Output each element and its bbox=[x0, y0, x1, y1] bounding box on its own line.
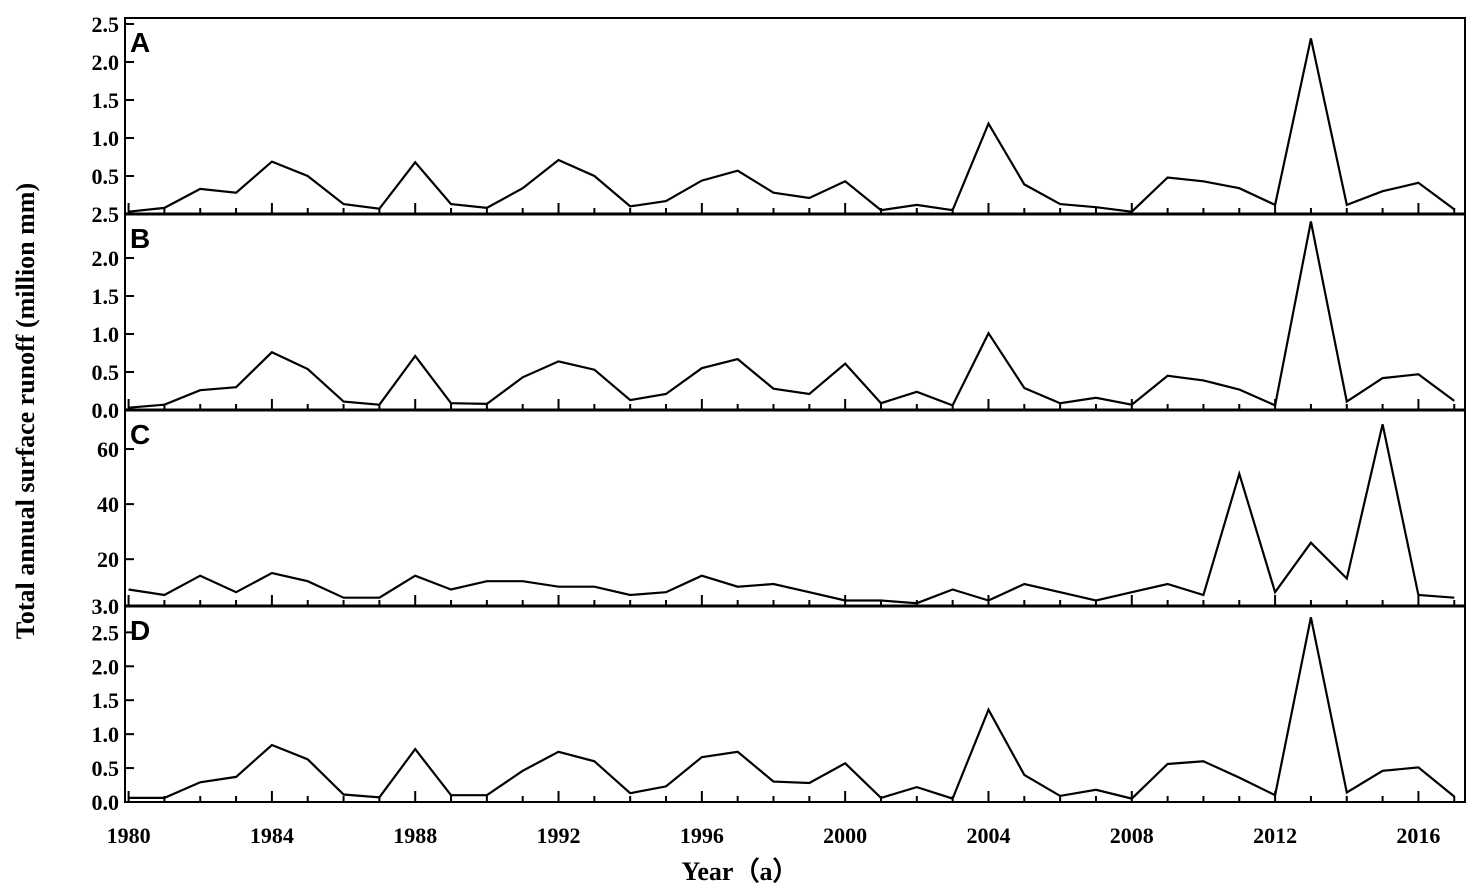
y-tick-label: 60 bbox=[97, 437, 119, 462]
panel-c: 3.0 20 40 60 C bbox=[92, 419, 1456, 619]
x-tick-label: 2016 bbox=[1396, 823, 1440, 848]
x-tick-label: 1992 bbox=[537, 823, 581, 848]
x-tick-label: 1996 bbox=[680, 823, 724, 848]
y-tick-label: 0.5 bbox=[92, 360, 120, 385]
panels-layer: 2.5 0.5 1.0 1.5 2.0 2.5 A 0.0 0.5 1.0 1.5 2.0 B 3.0 20… bbox=[92, 12, 1466, 815]
panel-label-a: A bbox=[130, 27, 150, 58]
x-tick-label: 2008 bbox=[1110, 823, 1154, 848]
series-line-d bbox=[128, 617, 1455, 800]
y-tick-label: 3.0 bbox=[92, 594, 120, 619]
y-tick-label: 1.5 bbox=[92, 284, 120, 309]
y-tick-label: 1.0 bbox=[92, 722, 120, 747]
y-tick-label: 1.5 bbox=[92, 688, 120, 713]
y-tick-label: 1.0 bbox=[92, 322, 120, 347]
y-tick-label: 1.0 bbox=[92, 126, 120, 151]
panel-label-d: D bbox=[130, 615, 150, 646]
panel-d: 0.0 0.5 1.0 1.5 2.0 2.5 D bbox=[92, 615, 1456, 815]
series-line-b bbox=[128, 221, 1455, 409]
x-tick-label: 2012 bbox=[1253, 823, 1297, 848]
panel-a: 2.5 0.5 1.0 1.5 2.0 2.5 A bbox=[92, 12, 1456, 227]
y-tick-label: 2.0 bbox=[92, 246, 120, 271]
y-axis-title: Total annual surface runoff (million mm) bbox=[11, 183, 40, 639]
x-tick-label: 2000 bbox=[823, 823, 867, 848]
x-tick-label: 1980 bbox=[107, 823, 151, 848]
y-tick-label: 2.5 bbox=[92, 202, 120, 227]
y-tick-label: 2.0 bbox=[92, 50, 120, 75]
x-tick-label: 2004 bbox=[966, 823, 1010, 848]
x-tick-label: 1988 bbox=[393, 823, 437, 848]
y-tick-label: 20 bbox=[97, 547, 119, 572]
x-axis-title: Year（a） bbox=[682, 857, 799, 886]
y-tick-label: 0.0 bbox=[92, 398, 120, 423]
y-tick-label: 2.5 bbox=[92, 620, 120, 645]
y-tick-label: 2.0 bbox=[92, 654, 120, 679]
panel-b: 0.0 0.5 1.0 1.5 2.0 B bbox=[92, 221, 1456, 423]
x-tick-label: 1984 bbox=[250, 823, 294, 848]
series-line-c bbox=[128, 424, 1455, 605]
panel-label-c: C bbox=[130, 419, 150, 450]
y-tick-label: 0.5 bbox=[92, 164, 120, 189]
y-tick-label: 0.5 bbox=[92, 756, 120, 781]
y-tick-label: 1.5 bbox=[92, 88, 120, 113]
y-tick-label: 40 bbox=[97, 492, 119, 517]
y-tick-label: 2.5 bbox=[92, 12, 120, 37]
y-tick-label: 0.0 bbox=[92, 790, 120, 815]
panel-label-b: B bbox=[130, 223, 150, 254]
series-line-a bbox=[128, 38, 1455, 213]
x-axis: 1980 1984 1988 1992 1996 2000 2004 2008 2012 2016 bbox=[107, 823, 1441, 848]
